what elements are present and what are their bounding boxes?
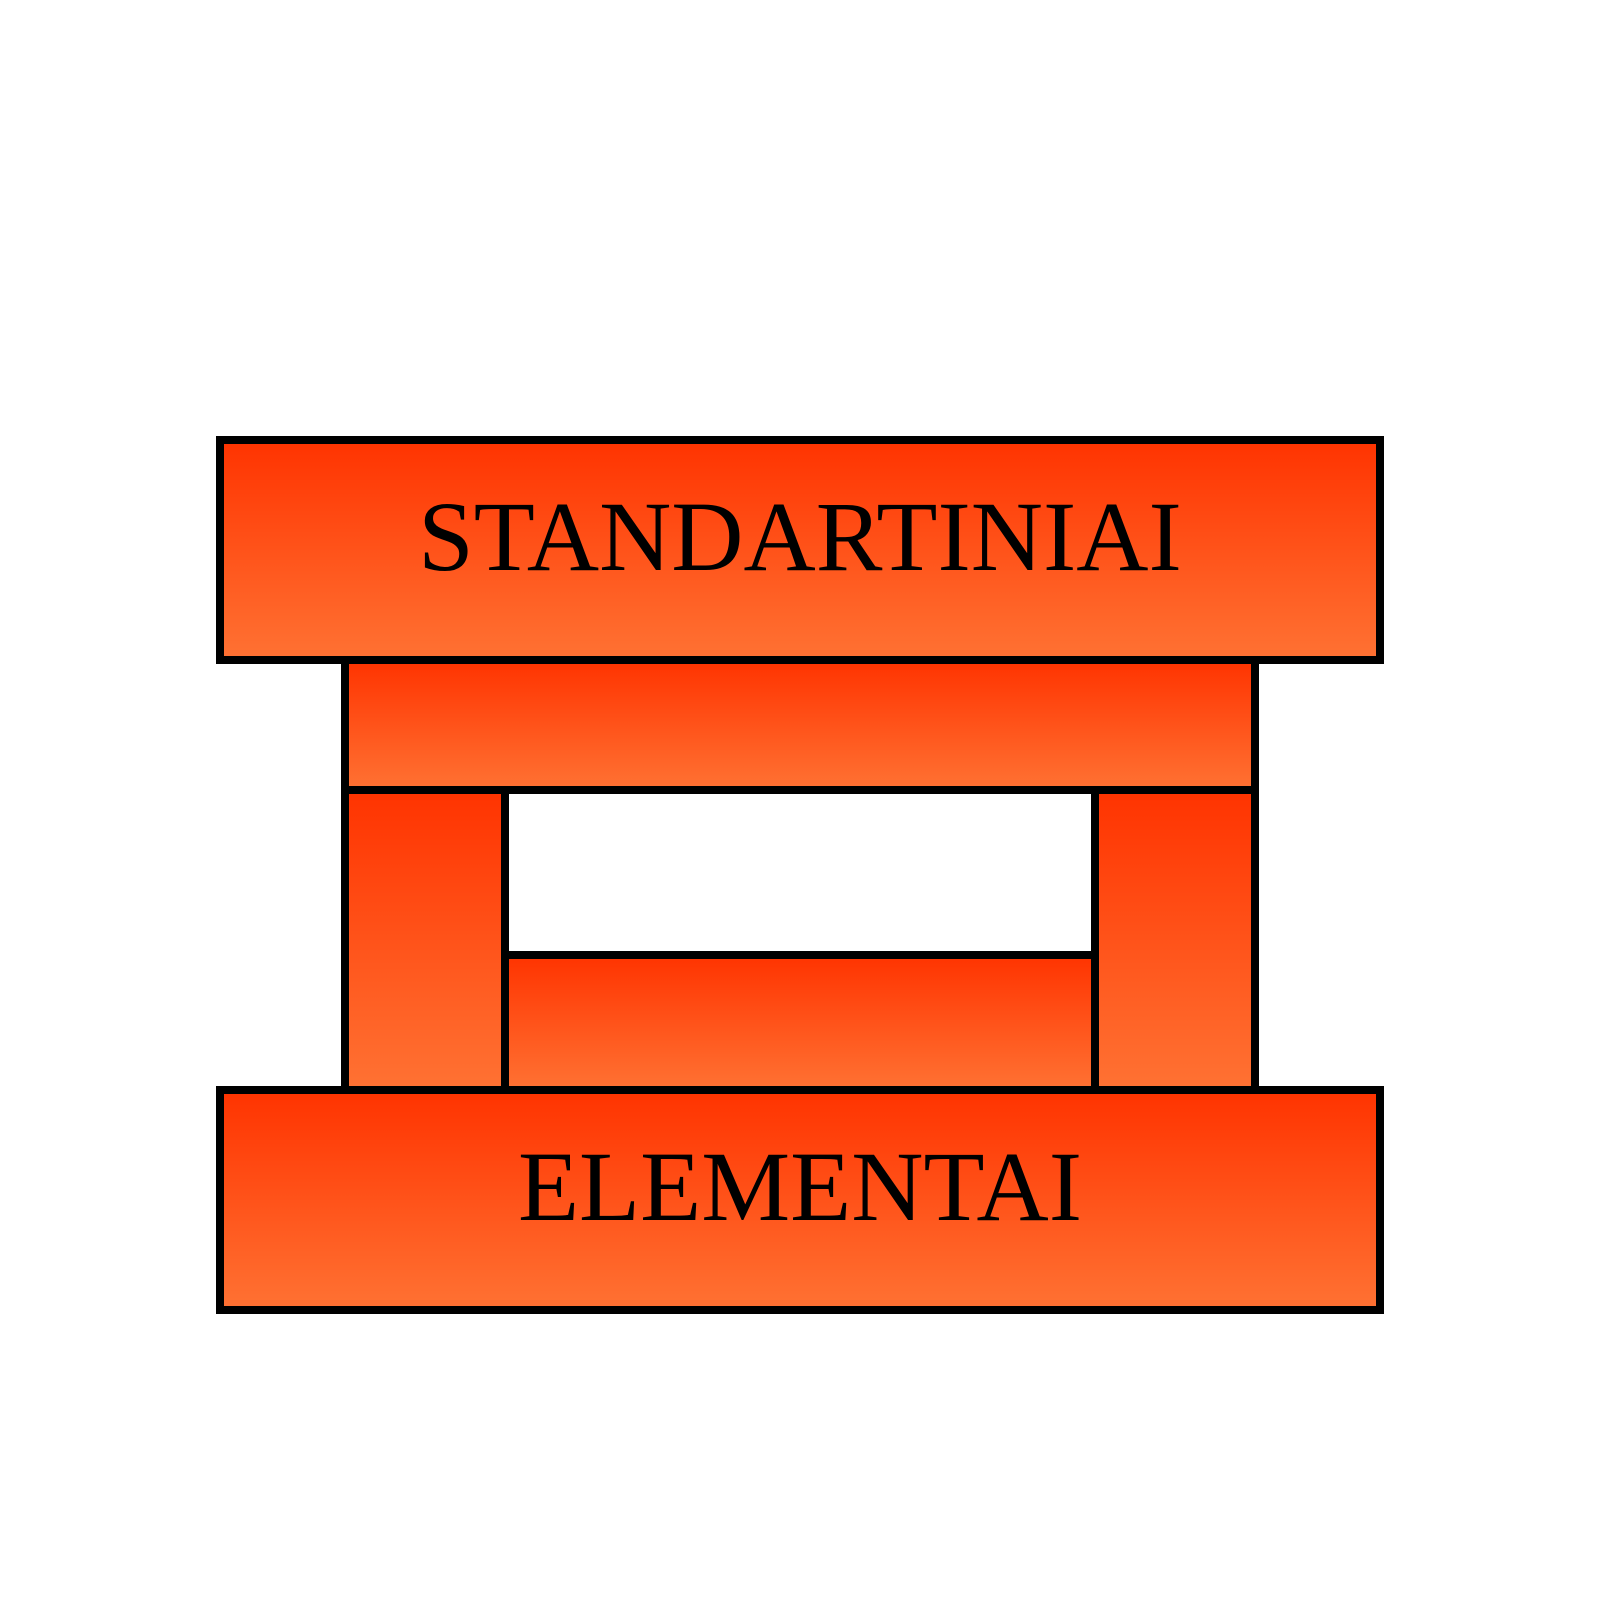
left-pillar — [345, 790, 505, 1090]
bottom-label: ELEMENTAI — [518, 1131, 1082, 1242]
mid-lower-bar — [505, 955, 1095, 1090]
diagram-canvas: STANDARTINIAI ELEMENTAI — [0, 0, 1600, 1600]
mid-upper-bar — [345, 660, 1255, 790]
right-pillar — [1095, 790, 1255, 1090]
top-label: STANDARTINIAI — [418, 481, 1182, 592]
